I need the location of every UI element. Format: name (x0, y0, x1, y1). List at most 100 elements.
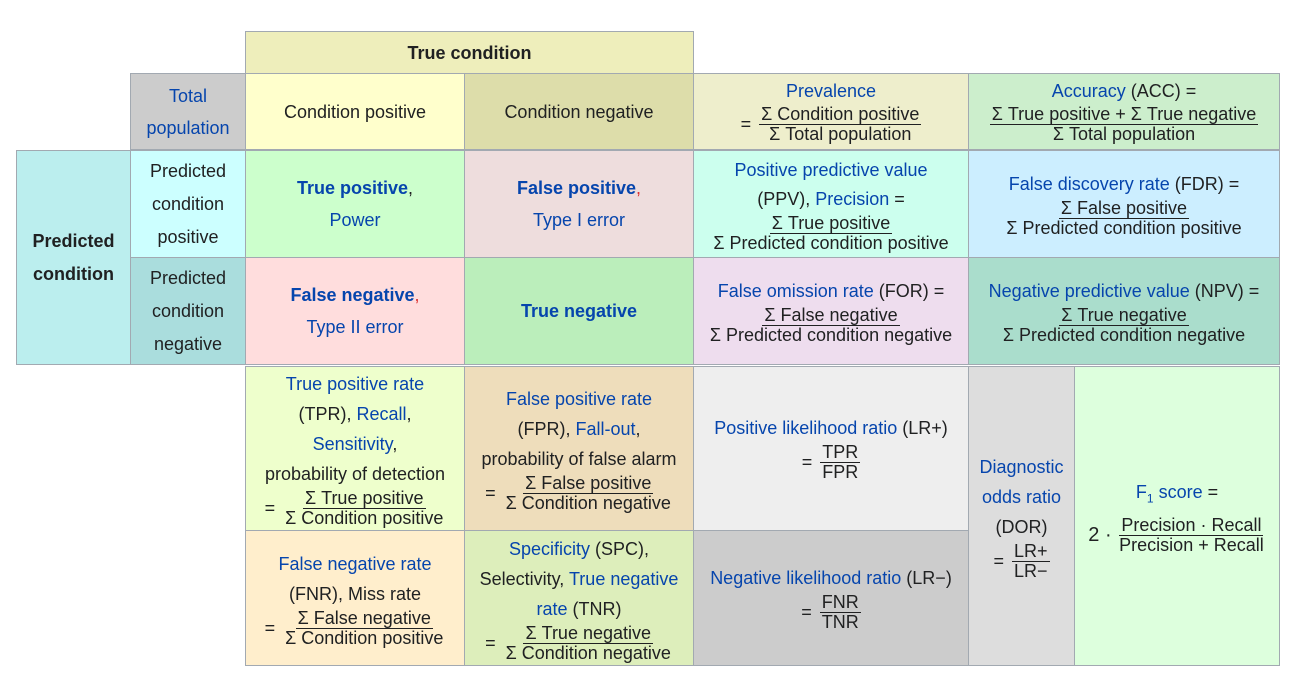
for-title: False omission rate (FOR) = (718, 278, 945, 304)
tnr-link-part2[interactable]: rate (536, 598, 568, 619)
tpr-description: probability of detection (264, 464, 446, 484)
dor-link-line1[interactable]: Diagnostic (979, 456, 1064, 477)
lr-negative-formula: = FNR TNR (801, 591, 861, 632)
tpr-abbr: (TPR), (298, 404, 357, 424)
true-positive-title: True positive, (297, 172, 413, 204)
fdr-link[interactable]: False discovery rate (1008, 173, 1170, 194)
power-link[interactable]: Power (329, 210, 381, 230)
f1-eq: = (1202, 482, 1219, 503)
fnr-numerator: Σ False negative (295, 607, 433, 629)
predicted-condition-line1: Predicted (32, 230, 115, 251)
total-population-line2[interactable]: population (146, 117, 230, 138)
npv-title: Negative predictive value (NPV) = (989, 278, 1260, 304)
f1-prefix: 2 · (1088, 523, 1118, 546)
ppv-subtitle: (PPV), Precision = (757, 185, 905, 214)
fnr-formula: = Σ False negative Σ Condition positive (264, 607, 444, 648)
prevalence-link[interactable]: Prevalence (785, 81, 877, 101)
selectivity-text: Selectivity, (479, 568, 569, 589)
predicted-negative-header: Predicted condition negative (130, 257, 246, 365)
fpr-subtitle: (FPR), Fall-out, (517, 414, 640, 444)
npv-denominator: Σ Predicted condition negative (1002, 324, 1246, 345)
tpr-comma2: , (392, 434, 398, 454)
type-one-error-link[interactable]: Type I error (532, 210, 626, 230)
predicted-positive-header: Predicted condition positive (130, 150, 246, 258)
total-population-line1[interactable]: Total (168, 85, 208, 106)
specificity-denominator: Σ Condition negative (505, 642, 671, 663)
tpr-link[interactable]: True positive rate (285, 374, 425, 394)
ppv-link[interactable]: Positive predictive value (734, 159, 928, 180)
precision-link[interactable]: Precision (815, 188, 890, 209)
accuracy-link[interactable]: Accuracy (1051, 81, 1126, 101)
accuracy-title: Accuracy (ACC) = (1052, 79, 1197, 103)
predicted-positive-line2: condition (151, 193, 225, 214)
npv-formula: Σ True negative Σ Predicted condition neg… (1001, 305, 1247, 345)
false-positive-sep: , (636, 178, 642, 198)
predicted-condition-header: Predicted condition (16, 150, 131, 365)
f1-link[interactable]: F1 score (1136, 482, 1203, 506)
dor-formula: = LR+ LR− (993, 540, 1050, 581)
for-link[interactable]: False omission rate (717, 280, 874, 301)
ppv-formula: Σ True positive Σ Predicted condition pos… (711, 212, 950, 253)
f1-cell: F1 score = 2 · Precision · Recall Precisi… (1074, 366, 1280, 666)
lr-negative-denominator: TNR (821, 611, 859, 632)
dor-denominator: LR− (1013, 560, 1048, 581)
condition-negative-label: Condition negative (504, 101, 654, 122)
true-positive-link[interactable]: True positive (296, 178, 409, 198)
false-positive-link[interactable]: False positive (516, 178, 637, 198)
accuracy-numerator: Σ True positive + Σ True negative (989, 104, 1259, 125)
recall-link[interactable]: Recall (356, 404, 407, 424)
tpr-numerator: Σ True positive (302, 488, 426, 509)
ppv-eq: = (889, 188, 905, 209)
total-population-cell[interactable]: Total population (130, 73, 246, 150)
false-negative-cell: False negative, Type II error (245, 257, 465, 365)
lr-positive-denominator: FPR (822, 462, 859, 482)
fall-out-link[interactable]: Fall-out (575, 419, 636, 439)
specificity-numerator: Σ True negative (523, 622, 654, 644)
dor-numerator: LR+ (1011, 540, 1050, 562)
fpr-abbr: (FPR), (517, 419, 576, 439)
condition-negative-header: Condition negative (464, 73, 694, 150)
npv-abbr: (NPV) = (1189, 280, 1260, 301)
ppv-numerator: Σ True positive (769, 212, 893, 234)
selectivity-line: Selectivity, True negative (480, 564, 679, 594)
lr-positive-link[interactable]: Positive likelihood ratio (714, 418, 898, 438)
specificity-formula: = Σ True negative Σ Condition negative (485, 622, 671, 663)
predicted-negative-line1: Predicted (149, 267, 227, 288)
true-positive-sep: , (408, 178, 414, 198)
fpr-link[interactable]: False positive rate (505, 389, 653, 409)
specificity-link[interactable]: Specificity (508, 538, 590, 559)
true-negative-link[interactable]: True negative (520, 301, 638, 321)
fdr-cell: False discovery rate (FDR) = Σ False pos… (968, 150, 1280, 258)
false-negative-link[interactable]: False negative (290, 285, 415, 305)
fdr-numerator: Σ False positive (1058, 197, 1190, 219)
dor-link-line2[interactable]: odds ratio (981, 486, 1062, 507)
dor-abbr: (DOR) (995, 516, 1048, 537)
lr-negative-link[interactable]: Negative likelihood ratio (710, 567, 902, 588)
fdr-formula: Σ False positive Σ Predicted condition po… (1004, 197, 1243, 238)
tpr-formula: = Σ True positive Σ Condition positive (264, 488, 444, 528)
specificity-abbr: (SPC), (590, 538, 650, 559)
fdr-title: False discovery rate (FDR) = (1009, 171, 1240, 197)
accuracy-abbr: (ACC) = (1125, 81, 1197, 101)
true-condition-label: True condition (407, 42, 532, 63)
accuracy-formula: Σ True positive + Σ True negative Σ Total… (989, 104, 1259, 144)
type-two-error-link[interactable]: Type II error (306, 317, 404, 337)
lr-positive-formula: = TPR FPR (801, 442, 861, 482)
fdr-denominator: Σ Predicted condition positive (1006, 217, 1242, 238)
lr-negative-numerator: FNR (819, 591, 861, 613)
npv-cell: Negative predictive value (NPV) = Σ True… (968, 257, 1280, 365)
prevalence-numerator: Σ Condition positive (759, 104, 922, 125)
sensitivity-link[interactable]: Sensitivity (312, 434, 393, 454)
fnr-link[interactable]: False negative rate (278, 553, 432, 574)
specificity-title: Specificity (SPC), (509, 534, 649, 564)
for-abbr: (FOR) = (873, 280, 945, 301)
npv-link[interactable]: Negative predictive value (988, 280, 1190, 301)
accuracy-cell: Accuracy (ACC) = Σ True positive + Σ Tru… (968, 73, 1280, 150)
predicted-negative-line3: negative (153, 333, 223, 354)
fnr-denominator: Σ Condition positive (285, 627, 444, 648)
dor-cell: Diagnostic odds ratio (DOR) = LR+ LR− (968, 366, 1075, 666)
f1-denominator: Precision + Recall (1119, 534, 1264, 555)
for-numerator: Σ False negative (762, 304, 900, 326)
tnr-link-part1[interactable]: True negative (568, 568, 679, 589)
true-condition-header: True condition (245, 31, 694, 74)
